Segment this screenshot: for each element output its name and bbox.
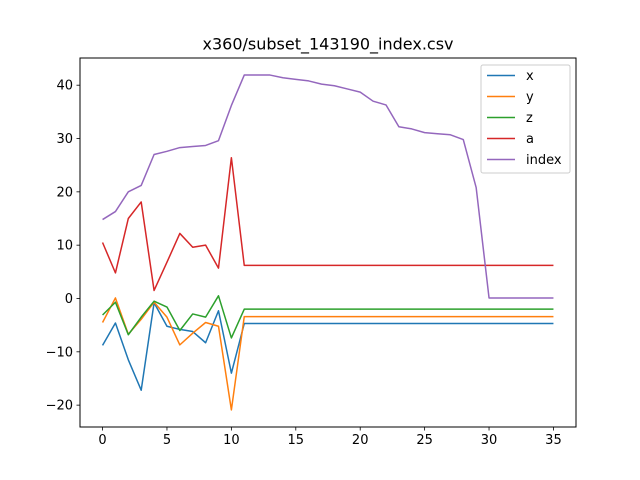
legend-label-y: y — [526, 90, 534, 105]
series-line-x — [101, 302, 554, 391]
x-axis: 0 5 10 15 20 25 30 35 — [98, 427, 562, 448]
y-tick-label: 0 — [65, 292, 73, 307]
legend-label-index: index — [526, 153, 562, 168]
plot-area — [101, 74, 554, 411]
x-tick-label: 10 — [223, 433, 240, 448]
legend-label-a: a — [526, 132, 534, 147]
y-tick-label: 30 — [56, 132, 73, 147]
x-tick-label: 35 — [545, 433, 562, 448]
y-axis: −20 −10 0 10 20 30 40 — [46, 79, 80, 414]
y-tick-label: 10 — [56, 239, 73, 254]
y-tick-label: −20 — [46, 399, 73, 414]
x-tick-label: 0 — [98, 433, 106, 448]
x-tick-label: 30 — [481, 433, 498, 448]
chart-title: x360/subset_143190_index.csv — [202, 35, 453, 55]
axes-frame — [79, 57, 577, 428]
series-line-a — [101, 156, 554, 292]
legend-label-z: z — [526, 111, 533, 126]
x-tick-label: 15 — [288, 433, 305, 448]
y-tick-label: 40 — [56, 79, 73, 94]
x-tick-label: 20 — [352, 433, 369, 448]
x-tick-label: 25 — [416, 433, 433, 448]
legend-box — [480, 64, 571, 174]
series-line-y — [101, 297, 554, 411]
series-line-index — [102, 74, 554, 299]
x-tick-label: 5 — [163, 433, 171, 448]
y-tick-label: 20 — [56, 185, 73, 200]
y-tick-label: −10 — [46, 345, 73, 360]
series-line-z — [102, 295, 554, 339]
legend-label-x: x — [526, 69, 534, 84]
